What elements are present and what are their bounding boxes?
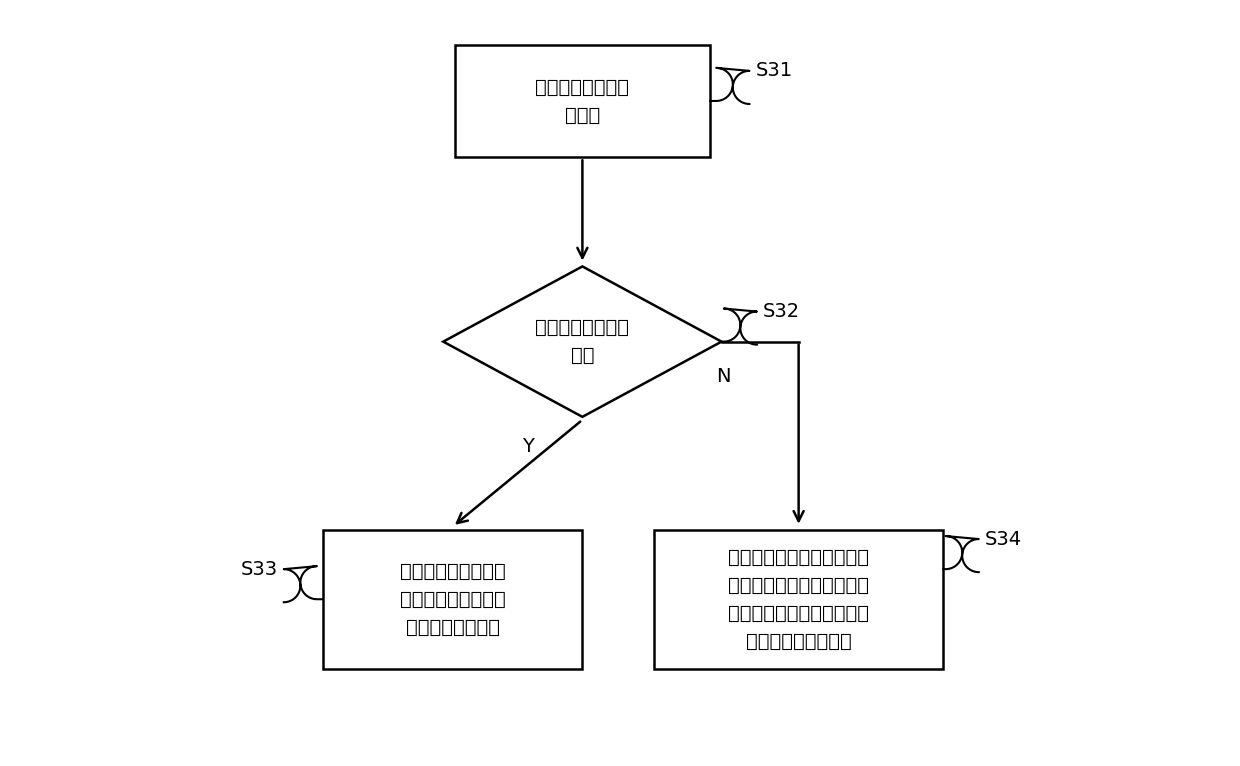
FancyBboxPatch shape	[653, 529, 944, 669]
Text: N: N	[717, 368, 732, 387]
Text: Y: Y	[522, 437, 534, 457]
Text: S34: S34	[985, 529, 1022, 548]
FancyBboxPatch shape	[455, 44, 711, 157]
Text: S31: S31	[755, 61, 792, 80]
Text: 检测过程中发现电
极脱落: 检测过程中发现电 极脱落	[536, 77, 630, 124]
Text: S32: S32	[763, 302, 800, 321]
Text: S33: S33	[241, 560, 278, 578]
Text: 提示进行电极连接，并在电
极连接后依次按照多个电极
在电极连接顺序表中的顺序
定义依次连接的电极: 提示进行电极连接，并在电 极连接后依次按照多个电极 在电极连接顺序表中的顺序 定…	[728, 548, 869, 651]
FancyBboxPatch shape	[322, 529, 583, 669]
Text: 是否只有一个电极
脱落: 是否只有一个电极 脱落	[536, 318, 630, 365]
Polygon shape	[443, 267, 722, 417]
Text: 提示进行电极连接，
并在电极连接后定义
为原先的电极名称: 提示进行电极连接， 并在电极连接后定义 为原先的电极名称	[399, 561, 506, 637]
